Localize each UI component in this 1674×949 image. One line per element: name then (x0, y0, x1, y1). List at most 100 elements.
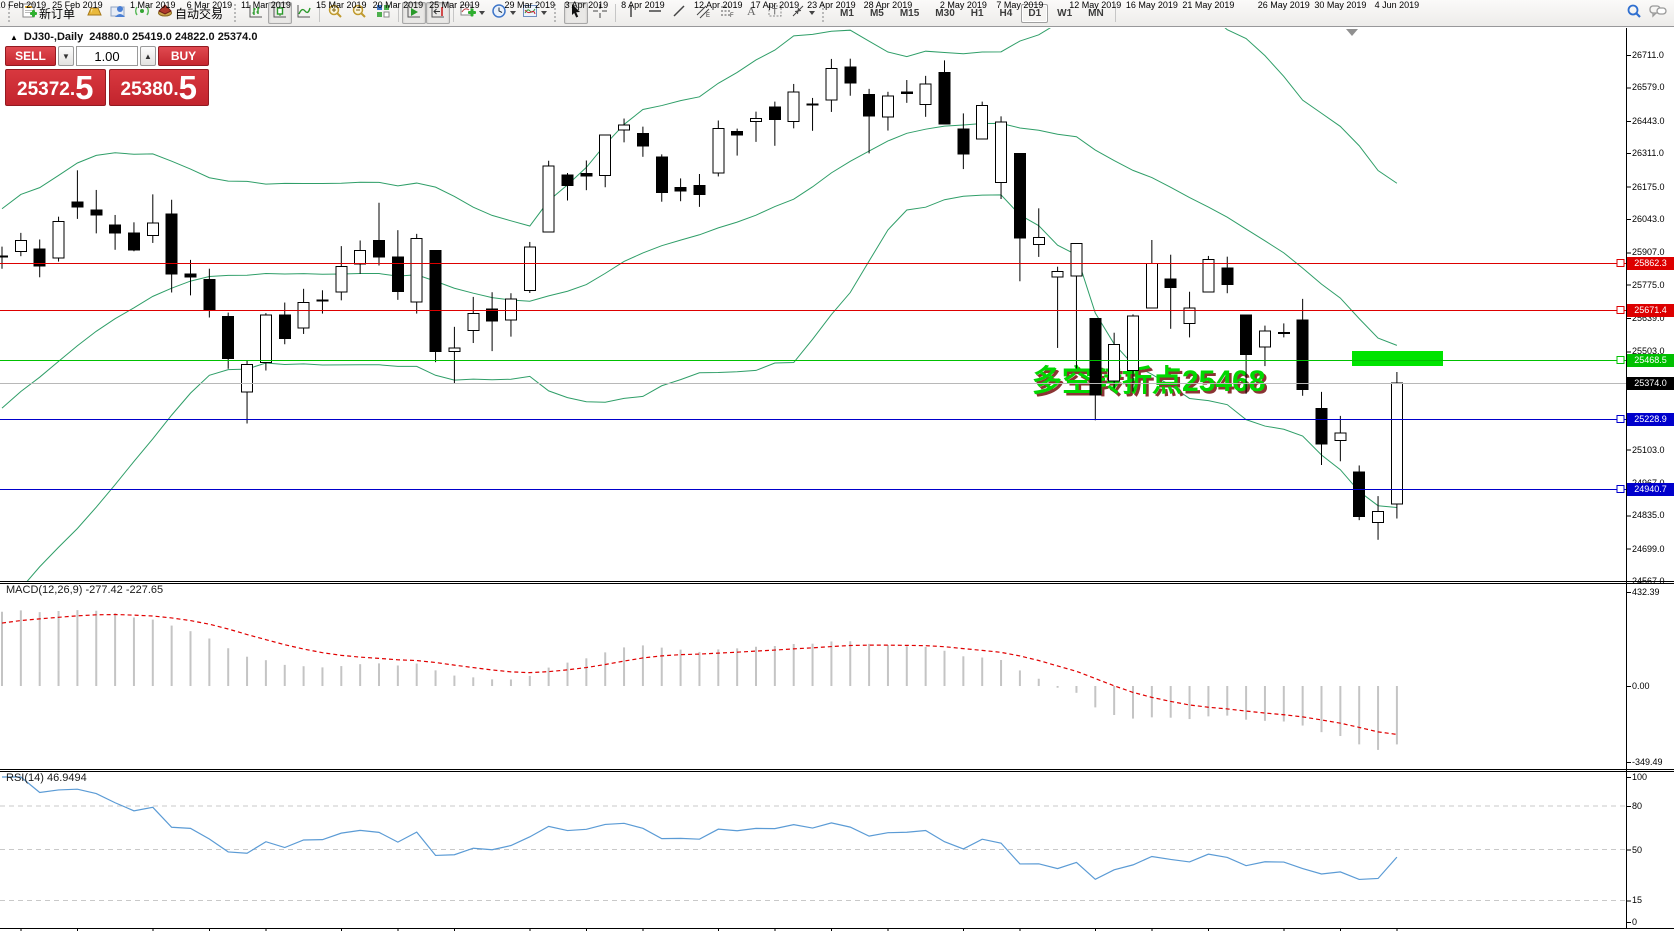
search-icon (1626, 3, 1642, 24)
toolbar-separator (615, 4, 617, 22)
zoom-out-icon (351, 3, 367, 24)
gold-button[interactable] (82, 2, 106, 24)
chat-button[interactable] (1646, 2, 1670, 24)
toolbar-separator (319, 4, 321, 22)
profile-button[interactable] (106, 2, 130, 24)
cursor-button[interactable] (564, 2, 589, 24)
timeframe-button-h4[interactable]: H4 (999, 7, 1013, 19)
candlestick-button[interactable] (268, 2, 293, 24)
buy-button[interactable]: BUY (158, 46, 209, 66)
sell-price-box[interactable]: 25372. 5 (5, 69, 106, 106)
channel-button[interactable]: E (691, 2, 715, 24)
toolbar-separator (453, 4, 455, 22)
sell-price-main: 25372 (17, 79, 70, 100)
template-button[interactable] (519, 2, 550, 24)
trendline-button[interactable] (667, 2, 691, 24)
tile-windows-icon (375, 3, 391, 24)
timeframe-bar: M1 M5 M15 M30 H1 H4 D1 W1 MN (832, 3, 1112, 23)
timeframe-button-m1[interactable]: M1 (840, 7, 854, 19)
svg-text:E: E (706, 13, 710, 19)
timeframe-button-m5[interactable]: M5 (869, 7, 884, 19)
timeframe-button-m15[interactable]: M15 (899, 7, 920, 19)
toolbar-separator (1114, 4, 1116, 22)
timeframe-button-m30[interactable]: M30 (935, 7, 955, 19)
new-order-button[interactable]: 新订单 (18, 2, 82, 24)
collapse-trade-panel-icon[interactable]: ▲ (10, 32, 18, 42)
fibonacci-icon: F (719, 3, 735, 24)
fibonacci-button[interactable]: F (715, 2, 739, 24)
sell-button[interactable]: SELL (5, 46, 56, 66)
line-chart-icon (296, 3, 312, 24)
vertical-line-icon (623, 3, 639, 24)
text-button[interactable]: A (739, 2, 763, 24)
periods-button[interactable] (488, 2, 519, 24)
bar-chart-button[interactable] (244, 2, 268, 24)
search-button[interactable] (1622, 2, 1646, 24)
zoom-out-button[interactable] (347, 2, 371, 24)
chart-header: ▲ DJ30-,Daily 24880.0 25419.0 24822.0 25… (10, 31, 257, 43)
arrows-button[interactable] (787, 2, 818, 24)
horizontal-line-icon (647, 3, 663, 24)
volume-input[interactable]: 1.00 (76, 46, 138, 66)
autotrading-label: 自动交易 (175, 6, 224, 21)
line-chart-button[interactable] (292, 2, 316, 24)
sell-price-dot: . (69, 79, 76, 100)
toolbar: 新订单 自动交易 (0, 0, 1674, 27)
crosshair-button[interactable] (588, 2, 612, 24)
buy-price-frac: 5 (178, 69, 197, 106)
signal-icon (134, 3, 150, 24)
chevron-down-icon (510, 11, 517, 15)
indicators-button[interactable] (457, 2, 488, 24)
buy-price-dot: . (173, 79, 179, 100)
new-order-label: 新订单 (39, 6, 76, 21)
auto-scroll-button[interactable] (402, 2, 427, 24)
chat-icon (1649, 3, 1667, 24)
svg-text:F: F (730, 13, 734, 19)
auto-scroll-icon (406, 3, 422, 24)
tile-windows-button[interactable] (371, 2, 395, 24)
signal-button[interactable] (130, 2, 154, 24)
timeframe-button-w1[interactable]: W1 (1057, 7, 1073, 19)
vertical-line-button[interactable] (619, 2, 643, 24)
timeframe-button-h1[interactable]: H1 (970, 7, 984, 19)
arrows-icon (790, 3, 806, 24)
chart-annotation-text: 多空转折点25468 (1032, 365, 1265, 398)
timeframe-button-d1[interactable]: D1 (1021, 3, 1049, 23)
autotrading-button[interactable]: 自动交易 (154, 2, 230, 24)
volume-decrease-button[interactable]: ▼ (58, 46, 74, 66)
green-zone-rectangle (1352, 351, 1443, 366)
toolbar-grip (234, 4, 240, 22)
indicators-icon (460, 3, 477, 24)
autotrading-icon (157, 3, 173, 24)
horizontal-line-button[interactable] (643, 2, 667, 24)
periods-clock-icon (491, 3, 507, 24)
gold-ingot-icon (86, 3, 102, 24)
new-order-icon (21, 3, 37, 24)
zoom-in-button[interactable] (323, 2, 347, 24)
toolbar-grip (554, 4, 560, 22)
one-click-trading-panel: SELL ▼ 1.00 ▲ BUY 25372. 5 25380. 5 (5, 46, 209, 106)
scroll-position-icon (1346, 29, 1358, 36)
timeframe-button-mn[interactable]: MN (1088, 7, 1104, 19)
text-label-button[interactable]: T (763, 2, 787, 24)
text-label-icon: T (767, 3, 783, 24)
volume-increase-button[interactable]: ▲ (140, 46, 156, 66)
toolbar-separator (398, 4, 400, 22)
chevron-down-icon (809, 11, 816, 15)
symbol-period-label: DJ30-,Daily (23, 31, 84, 43)
candlestick-icon (272, 3, 288, 24)
ohlc-values: 24880.0 25419.0 24822.0 25374.0 (89, 31, 258, 43)
sell-price-frac: 5 (75, 69, 94, 106)
chevron-down-icon (541, 11, 548, 15)
toolbar-grip (8, 4, 14, 22)
chart-shift-icon (430, 3, 446, 24)
channel-icon: E (695, 3, 711, 24)
trendline-icon (671, 3, 687, 24)
cursor-icon (568, 3, 584, 24)
svg-text:T: T (772, 6, 778, 16)
crosshair-icon (592, 3, 608, 24)
zoom-in-icon (327, 3, 343, 24)
chart-shift-button[interactable] (426, 2, 451, 24)
buy-price-box[interactable]: 25380. 5 (108, 69, 209, 106)
